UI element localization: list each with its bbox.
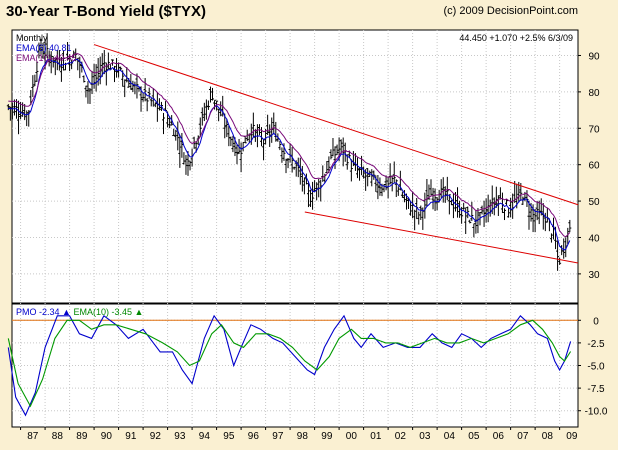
- price-y-tick-label: 80: [588, 88, 600, 99]
- x-tick-label: 91: [125, 431, 137, 442]
- x-tick-label: 99: [321, 431, 333, 442]
- price-y-tick-label: 30: [588, 270, 600, 281]
- x-tick-label: 87: [27, 431, 39, 442]
- x-tick-label: 05: [468, 431, 480, 442]
- pmo-y-tick-label: -5.0: [587, 362, 605, 373]
- x-tick-label: 98: [297, 431, 309, 442]
- ema6-line: [8, 58, 571, 251]
- period-label: Monthly: [16, 33, 48, 43]
- pmo-value-label: PMO -2.34: [16, 307, 60, 317]
- pmo-y-tick-label: -10.0: [585, 407, 608, 418]
- pmo-y-tick-label: -7.5: [587, 384, 605, 395]
- x-tick-label: 02: [395, 431, 407, 442]
- ema6-legend: EMA(6) 40.81: [16, 43, 72, 53]
- price-panel: [11, 29, 579, 304]
- pmo-ema-value-label: EMA(10) -3.45: [73, 307, 132, 317]
- x-tick-label: 88: [52, 431, 64, 442]
- pmo-line: [7, 314, 572, 417]
- pmo-up-arrow-icon: ▲: [62, 307, 71, 317]
- trendline-upper: [93, 44, 579, 206]
- x-tick-label: 04: [444, 431, 456, 442]
- x-tick-label: 92: [150, 431, 162, 442]
- ema10-legend: EMA(10) 40.45: [16, 53, 77, 63]
- price-y-tick-label: 40: [588, 233, 600, 244]
- price-y-tick-label: 70: [588, 124, 600, 135]
- pmo-y-tick-label: 0: [593, 316, 599, 327]
- price-y-tick-label: 60: [588, 161, 600, 172]
- x-tick-label: 01: [370, 431, 382, 442]
- pmo-y-tick-label: -2.5: [587, 339, 605, 350]
- x-tick-label: 06: [493, 431, 505, 442]
- pmo-ema-up-arrow-icon: ▲: [134, 307, 144, 317]
- pmo-ema-line: [7, 319, 572, 408]
- x-tick-label: 93: [174, 431, 186, 442]
- trendline-lower: [304, 211, 579, 264]
- x-tick-label: 07: [517, 431, 529, 442]
- x-tick-label: 96: [248, 431, 260, 442]
- quote-readout: 44.450 +1.070 +2.5% 6/3/09: [459, 33, 573, 43]
- x-tick-label: 89: [76, 431, 88, 442]
- price-y-tick-label: 50: [588, 197, 600, 208]
- price-y-tick-label: 90: [588, 51, 600, 62]
- x-tick-label: 94: [199, 431, 211, 442]
- x-tick-label: 08: [542, 431, 554, 442]
- x-tick-label: 09: [566, 431, 578, 442]
- x-tick-label: 03: [419, 431, 431, 442]
- x-tick-label: 95: [223, 431, 235, 442]
- x-tick-label: 97: [272, 431, 284, 442]
- copyright-label: (c) 2009 DecisionPoint.com: [443, 5, 578, 17]
- ema10-line: [8, 53, 571, 238]
- x-tick-label: 90: [101, 431, 113, 442]
- chart-title: 30-Year T-Bond Yield ($TYX): [6, 3, 207, 20]
- pmo-legend: PMO -2.34 ▲ EMA(10) -3.45 ▲: [16, 307, 143, 317]
- x-tick-label: 00: [346, 431, 358, 442]
